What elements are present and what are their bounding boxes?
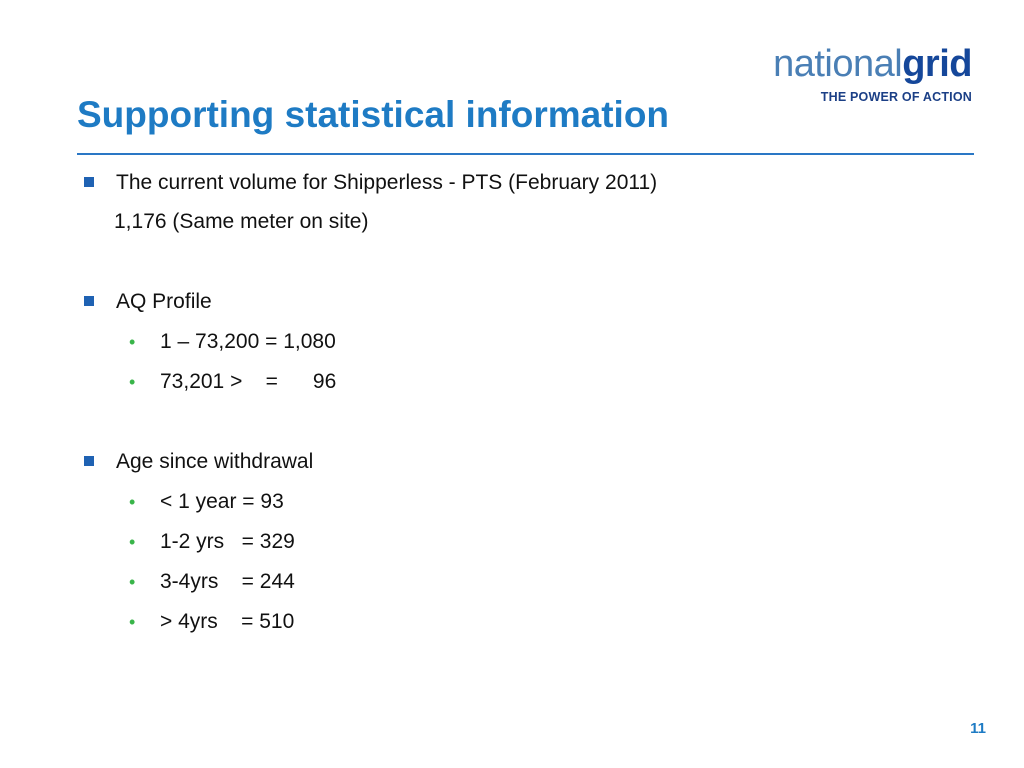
logo-tagline: THE POWER OF ACTION [820,90,972,104]
logo-word-light: national [773,43,903,85]
logo-wordmark: nationalgrid [773,44,972,84]
sub-bullet-icon: • [129,612,136,632]
bullet-aq-profile: AQ Profile [116,290,212,313]
page-number: 11 [970,720,986,737]
title-divider [77,153,974,155]
age-item: 1-2 yrs = 329 [160,530,295,553]
sub-bullet-icon: • [129,372,136,392]
square-bullet-icon [84,177,94,187]
slide-title: Supporting statistical information [77,94,670,135]
sub-bullet-icon: • [129,572,136,592]
bullet-age-since-withdrawal: Age since withdrawal [116,450,314,473]
national-grid-logo: nationalgrid THE POWER OF ACTION [773,44,972,104]
age-item: < 1 year = 93 [160,490,284,513]
square-bullet-icon [84,456,94,466]
sub-bullet-icon: • [129,492,136,512]
age-item: > 4yrs = 510 [160,610,295,633]
logo-word-bold: grid [902,43,972,85]
shipperless-volume-value: 1,176 (Same meter on site) [114,210,369,233]
bullet-shipperless-volume: The current volume for Shipperless - PTS… [116,171,658,194]
aq-item: 73,201 > = 96 [160,370,337,393]
aq-item: 1 – 73,200 = 1,080 [160,330,336,353]
age-item: 3-4yrs = 244 [160,570,295,593]
sub-bullet-icon: • [129,532,136,552]
square-bullet-icon [84,296,94,306]
sub-bullet-icon: • [129,332,136,352]
